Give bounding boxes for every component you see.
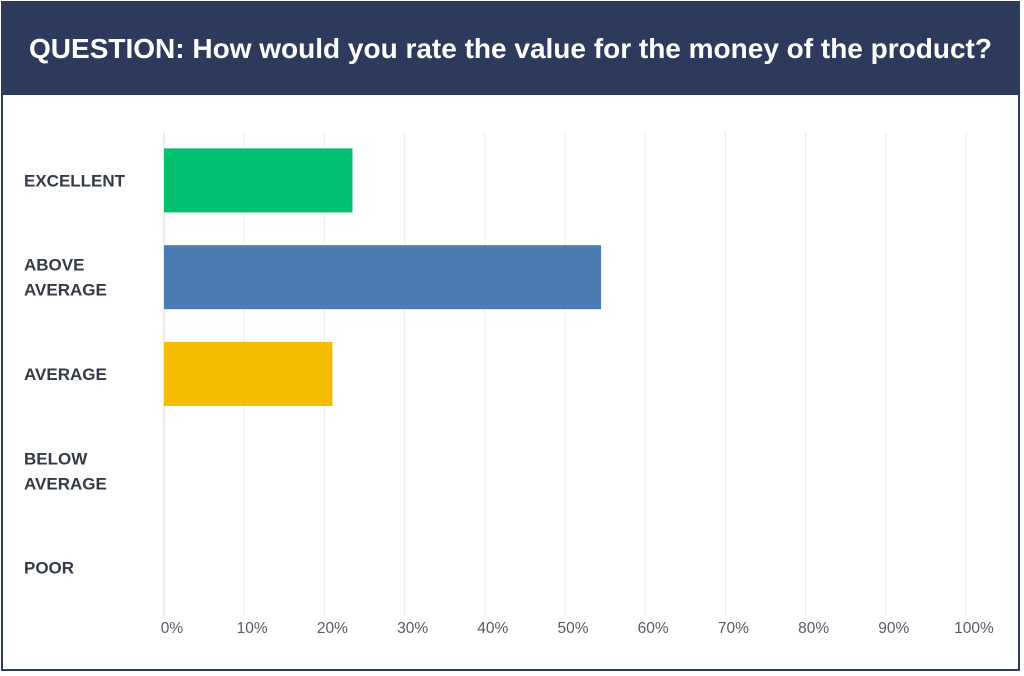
x-tick-label-90: 90% bbox=[878, 620, 909, 637]
x-tick-labels: 0% 10% 20% 30% 40% 50% 60% 70% 80% 90% 100% bbox=[161, 620, 994, 637]
category-label-below-average: BELOW AVERAGE bbox=[24, 449, 107, 493]
x-tick-label-40: 40% bbox=[477, 620, 508, 637]
question-header: QUESTION: How would you rate the value f… bbox=[3, 3, 1018, 95]
category-label-excellent: EXCELLENT bbox=[24, 171, 126, 190]
bar-above-average bbox=[164, 245, 602, 310]
category-label-poor: POOR bbox=[24, 559, 74, 578]
bars bbox=[164, 148, 602, 406]
x-tick-label-0: 0% bbox=[161, 620, 184, 637]
x-tick-label-20: 20% bbox=[317, 620, 348, 637]
x-tick-label-50: 50% bbox=[557, 620, 588, 637]
x-tick-label-10: 10% bbox=[237, 620, 268, 637]
category-label-average: AVERAGE bbox=[24, 365, 107, 384]
bar-excellent bbox=[164, 148, 353, 213]
question-title: QUESTION: How would you rate the value f… bbox=[29, 33, 992, 64]
x-tick-label-100: 100% bbox=[954, 620, 994, 637]
x-tick-label-80: 80% bbox=[798, 620, 829, 637]
category-labels: EXCELLENT ABOVE AVERAGE AVERAGE BELOW AVERAGE… bbox=[24, 171, 126, 577]
category-label-above-average: ABOVE AVERAGE bbox=[24, 256, 107, 300]
x-tick-label-70: 70% bbox=[718, 620, 749, 637]
x-tick-label-60: 60% bbox=[638, 620, 669, 637]
gridlines bbox=[163, 132, 967, 616]
x-tick-label-30: 30% bbox=[397, 620, 428, 637]
bar-average bbox=[164, 342, 333, 406]
